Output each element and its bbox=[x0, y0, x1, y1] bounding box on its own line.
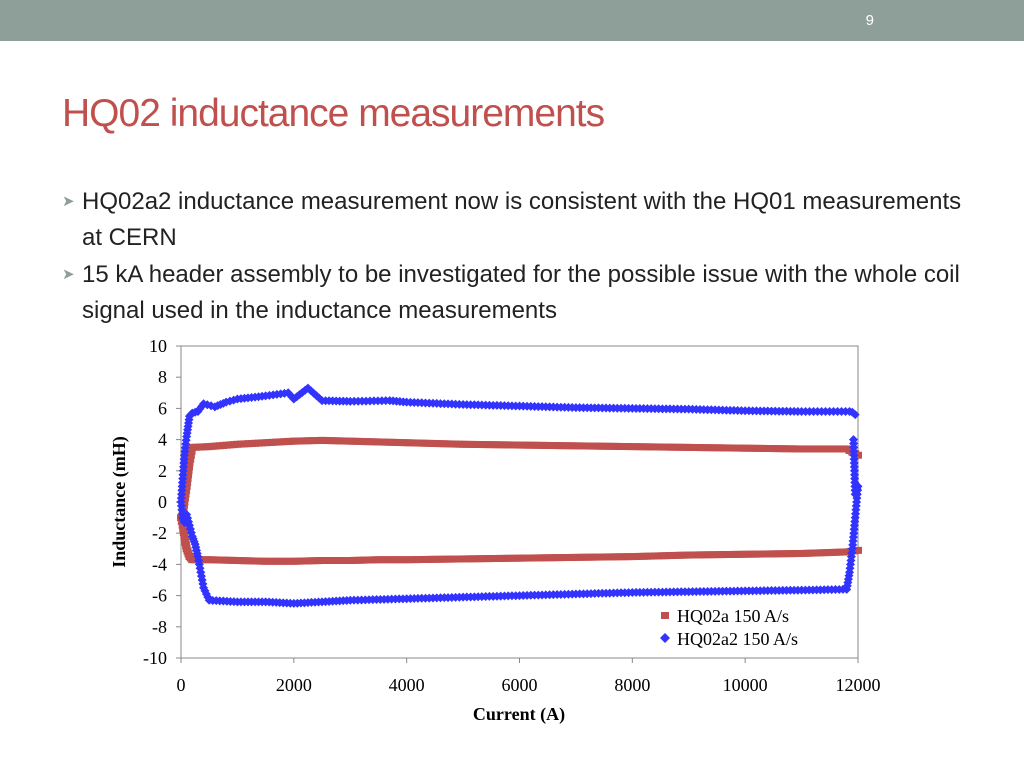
x-tick-label: 6000 bbox=[502, 675, 538, 695]
arrow-bullet-icon: ➤ bbox=[62, 266, 75, 283]
data-point bbox=[194, 556, 204, 565]
y-tick-label: 10 bbox=[149, 336, 167, 356]
data-point bbox=[297, 387, 307, 397]
bullet-text: 15 kA header assembly to be investigated… bbox=[82, 261, 960, 324]
bullet-list: ➤ HQ02a2 inductance measurement now is c… bbox=[62, 184, 972, 330]
bullet-item-2: ➤ 15 kA header assembly to be investigat… bbox=[62, 257, 972, 329]
y-tick-label: -10 bbox=[143, 648, 167, 668]
legend-box bbox=[637, 600, 855, 655]
data-point bbox=[184, 471, 193, 479]
y-tick-label: 2 bbox=[158, 461, 167, 481]
legend-label-hq02a2: HQ02a2 150 A/s bbox=[677, 629, 798, 649]
legend-marker-hq02a bbox=[661, 612, 669, 619]
data-point bbox=[179, 525, 188, 533]
y-tick-label: -2 bbox=[152, 523, 167, 543]
y-tick-label: 0 bbox=[158, 492, 167, 512]
data-point bbox=[187, 447, 196, 455]
data-point bbox=[178, 521, 187, 529]
data-point bbox=[848, 435, 858, 445]
slide-number: 9 bbox=[865, 12, 874, 29]
data-point bbox=[854, 546, 862, 554]
data-point bbox=[196, 567, 206, 577]
data-point bbox=[183, 475, 192, 483]
data-point bbox=[229, 395, 239, 405]
bullet-text: HQ02a2 inductance measurement now is con… bbox=[82, 188, 962, 251]
x-tick-label: 8000 bbox=[614, 675, 650, 695]
x-tick-label: 4000 bbox=[389, 675, 425, 695]
data-point bbox=[179, 529, 188, 537]
x-tick-label: 0 bbox=[177, 675, 186, 695]
data-point bbox=[184, 467, 193, 475]
data-point bbox=[186, 455, 195, 463]
data-point bbox=[206, 401, 216, 411]
data-point bbox=[201, 589, 211, 599]
data-point bbox=[232, 394, 242, 404]
top-bar: 9 bbox=[0, 0, 1024, 41]
data-point bbox=[198, 579, 208, 589]
data-point bbox=[203, 592, 213, 602]
data-point bbox=[183, 479, 192, 486]
data-point bbox=[184, 463, 193, 471]
data-point bbox=[184, 520, 194, 530]
slide-title: HQ02 inductance measurements bbox=[62, 92, 605, 135]
series-hq02a2 bbox=[176, 383, 863, 608]
legend: HQ02a 150 A/s HQ02a2 150 A/s bbox=[637, 600, 855, 655]
y-tick-label: 6 bbox=[158, 398, 167, 418]
y-tick-label: -4 bbox=[152, 554, 167, 574]
data-point bbox=[182, 482, 191, 490]
x-tick-label: 2000 bbox=[276, 675, 312, 695]
legend-marker-hq02a2 bbox=[660, 633, 670, 643]
y-tick-label: -6 bbox=[152, 586, 167, 606]
y-tick-label: 8 bbox=[158, 367, 167, 387]
data-point bbox=[314, 393, 324, 403]
legend-label-hq02a: HQ02a 150 A/s bbox=[677, 606, 789, 626]
data-point bbox=[200, 586, 210, 596]
x-tick-label: 10000 bbox=[723, 675, 768, 695]
bullet-item-1: ➤ HQ02a2 inductance measurement now is c… bbox=[62, 184, 972, 256]
data-point bbox=[184, 517, 194, 527]
series-layer bbox=[176, 383, 863, 608]
y-tick-label: 4 bbox=[158, 430, 167, 450]
data-point bbox=[194, 559, 204, 569]
axis-ticks: 10 8 6 4 2 0 -2 -4 -6 -8 -10 0 2000 4000 6000 8000 10000… bbox=[143, 336, 881, 695]
inductance-chart: 10 8 6 4 2 0 -2 -4 -6 -8 -10 0 2000 4000 6000 8000 10000… bbox=[109, 336, 881, 725]
data-point bbox=[186, 451, 195, 459]
data-point bbox=[185, 459, 194, 467]
x-axis-label: Current (A) bbox=[473, 704, 565, 725]
data-point bbox=[306, 386, 316, 396]
data-point bbox=[188, 443, 197, 451]
y-tick-label: -8 bbox=[152, 617, 167, 637]
x-tick-label: 12000 bbox=[836, 675, 881, 695]
data-point bbox=[300, 385, 310, 395]
y-axis-label: Inductance (mH) bbox=[109, 436, 130, 568]
arrow-bullet-icon: ➤ bbox=[62, 193, 75, 210]
